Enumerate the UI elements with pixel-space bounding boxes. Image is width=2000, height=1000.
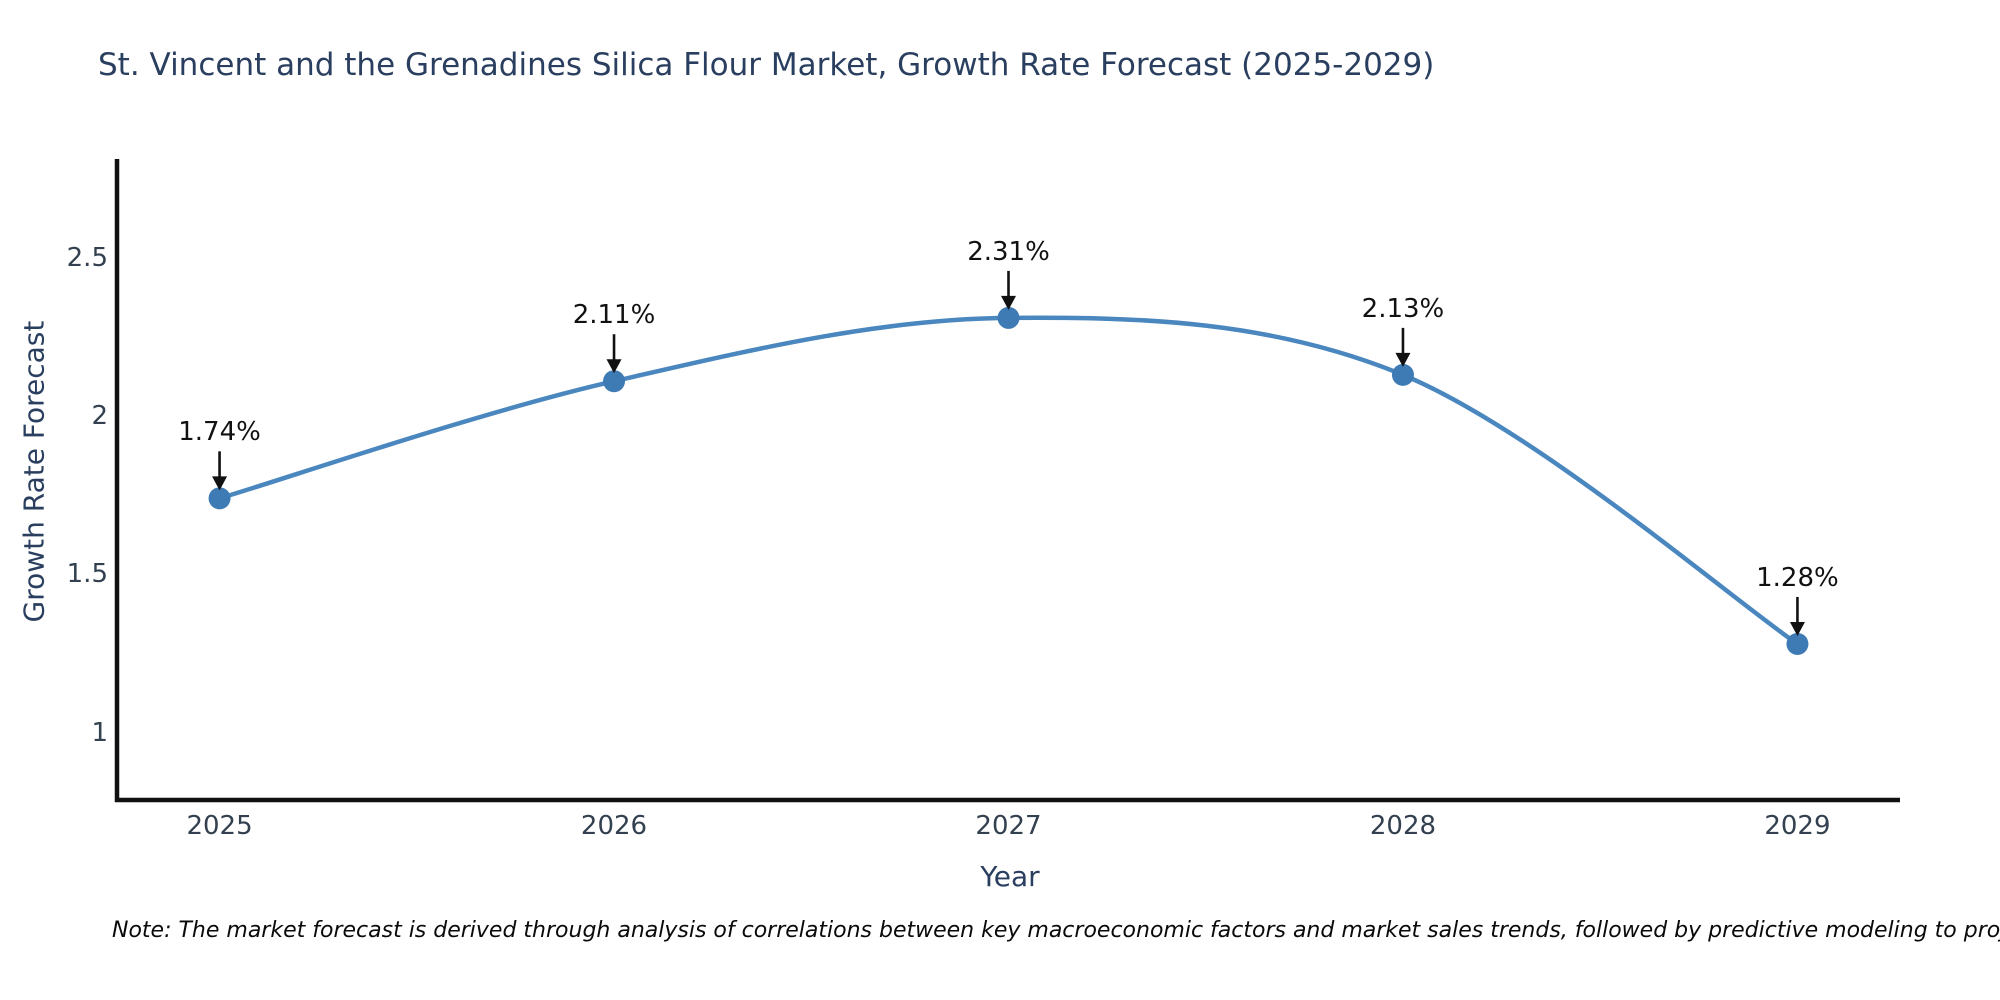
y-tick-label: 2 bbox=[91, 401, 108, 432]
point-annotation: 1.28% bbox=[1756, 562, 1839, 593]
x-tick-label: 2026 bbox=[580, 811, 648, 841]
x-tick-label: 2025 bbox=[186, 811, 253, 841]
x-axis-title: Year bbox=[980, 860, 1040, 893]
chart-title: St. Vincent and the Grenadines Silica Fl… bbox=[98, 47, 1435, 83]
annotation-arrows bbox=[212, 270, 1805, 636]
point-annotation: 2.13% bbox=[1361, 293, 1445, 324]
y-tick-label: 1.5 bbox=[66, 559, 108, 590]
x-tick-label: 2028 bbox=[1369, 811, 1437, 841]
point-annotation: 1.74% bbox=[178, 417, 261, 448]
y-tick-label: 2.5 bbox=[66, 242, 108, 273]
line-series bbox=[208, 306, 1809, 655]
point-annotation: 2.31% bbox=[967, 236, 1050, 267]
x-tick-label: 2029 bbox=[1764, 811, 1831, 841]
x-tick-label: 2027 bbox=[975, 811, 1042, 841]
footnote: Note: The market forecast is derived thr… bbox=[112, 918, 2000, 943]
y-tick-label: 1 bbox=[91, 717, 108, 748]
point-annotation: 2.11% bbox=[572, 300, 656, 331]
